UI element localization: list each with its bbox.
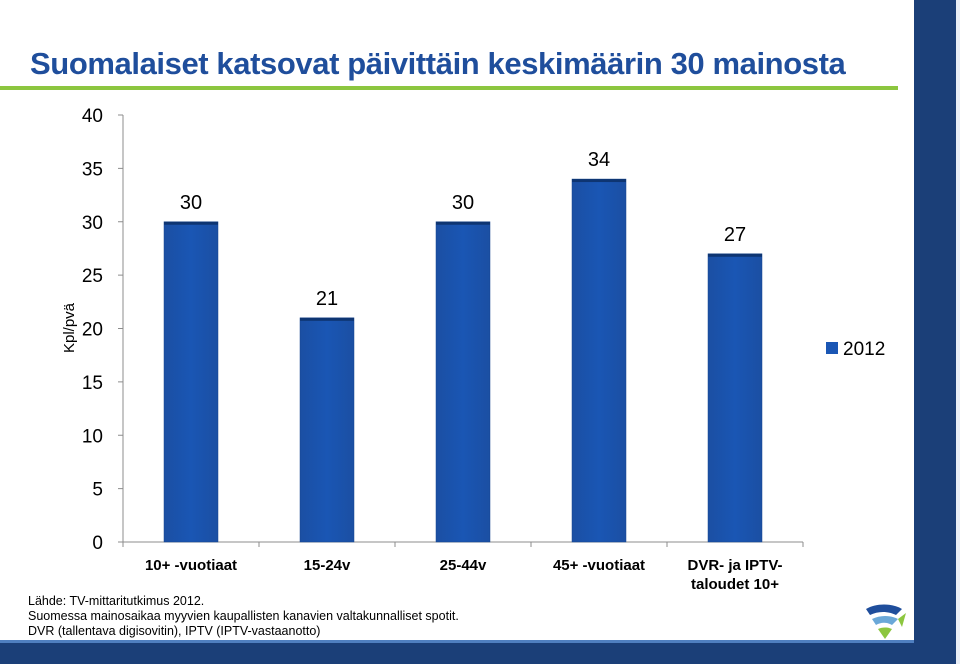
data-label: 34: [588, 149, 610, 171]
legend-swatch: [826, 342, 838, 354]
data-label: 27: [724, 224, 746, 246]
category-label: 45+ -vuotiaat: [553, 557, 645, 574]
y-axis-title: Kpl/pvä: [61, 302, 78, 353]
legend-label: 2012: [843, 339, 885, 360]
chart-labels: 30 10+ -vuotiaat 21 15-24v 30 25-44v 34 45+ -vu…: [145, 149, 783, 593]
category-label: 15-24v: [304, 557, 351, 574]
y-tick-label: 25: [82, 266, 103, 287]
bar-top-edge: [436, 221, 490, 225]
data-label: 21: [316, 288, 338, 310]
right-decor-stripe: [914, 0, 956, 664]
right-decor-edge: [956, 0, 960, 664]
bottom-decor-band: [0, 643, 914, 664]
bar-top-edge: [300, 317, 354, 321]
y-tick-label: 15: [82, 373, 103, 394]
bottom-decor-line: [0, 640, 914, 643]
bar: [299, 317, 355, 543]
bar: [435, 221, 491, 543]
y-tick-label: 40: [82, 106, 103, 127]
company-logo-icon: [866, 604, 906, 639]
data-label: 30: [180, 192, 202, 214]
y-tick-label: 0: [92, 533, 103, 554]
y-tick-label: 30: [82, 213, 103, 234]
bar: [707, 253, 763, 543]
category-label: taloudet 10+: [691, 576, 779, 593]
category-label: 25-44v: [440, 557, 487, 574]
bar: [163, 221, 219, 543]
bar-top-edge: [164, 221, 218, 225]
bar-top-edge: [572, 179, 626, 183]
source-line: Suomessa mainosaikaa myyvien kaupalliste…: [28, 609, 459, 623]
source-line: DVR (tallentava digisovitin), IPTV (IPTV…: [28, 624, 321, 638]
y-tick-label: 20: [82, 320, 103, 341]
y-tick-label: 5: [92, 480, 103, 501]
source-note: Lähde: TV-mittaritutkimus 2012. Suomessa…: [28, 594, 459, 639]
bar: [571, 178, 627, 543]
y-tick-label: 35: [82, 159, 103, 180]
category-label: 10+ -vuotiaat: [145, 557, 237, 574]
title-underline: [0, 86, 898, 90]
category-label: DVR- ja IPTV-: [687, 557, 782, 574]
y-tick-label: 10: [82, 426, 103, 447]
data-label: 30: [452, 192, 474, 214]
chart-legend: 2012: [826, 339, 885, 360]
source-line: Lähde: TV-mittaritutkimus 2012.: [28, 594, 205, 608]
page-title: Suomalaiset katsovat päivittäin keskimää…: [30, 46, 846, 81]
bar-top-edge: [708, 253, 762, 257]
chart-bars: [163, 178, 763, 543]
